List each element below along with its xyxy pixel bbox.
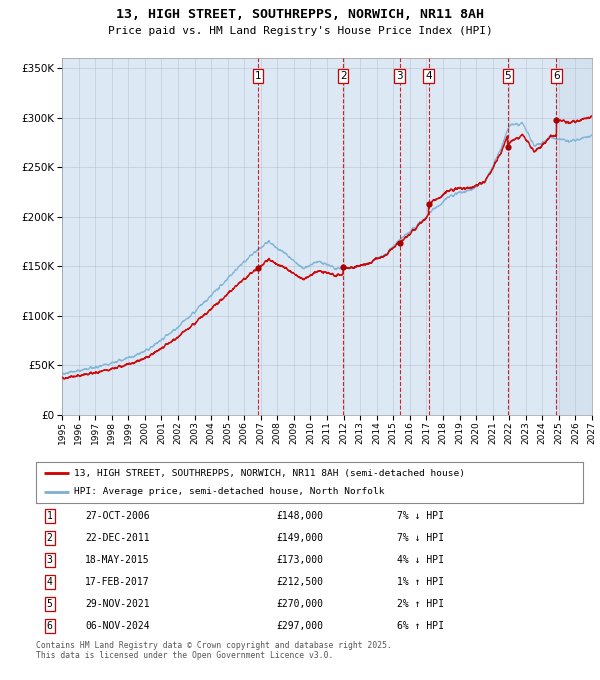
Text: £148,000: £148,000 [277, 511, 323, 521]
Text: 2: 2 [47, 533, 53, 543]
Text: 1% ↑ HPI: 1% ↑ HPI [397, 577, 444, 587]
Text: 1: 1 [47, 511, 53, 521]
Text: Contains HM Land Registry data © Crown copyright and database right 2025.
This d: Contains HM Land Registry data © Crown c… [36, 641, 392, 660]
Text: 06-NOV-2024: 06-NOV-2024 [85, 621, 150, 631]
Text: HPI: Average price, semi-detached house, North Norfolk: HPI: Average price, semi-detached house,… [74, 488, 385, 496]
Text: 7% ↓ HPI: 7% ↓ HPI [397, 533, 444, 543]
Text: £212,500: £212,500 [277, 577, 323, 587]
Text: 1: 1 [254, 71, 261, 81]
Text: 6: 6 [47, 621, 53, 631]
Text: 27-OCT-2006: 27-OCT-2006 [85, 511, 150, 521]
Text: 4: 4 [47, 577, 53, 587]
Text: 5: 5 [505, 71, 511, 81]
Text: 13, HIGH STREET, SOUTHREPPS, NORWICH, NR11 8AH: 13, HIGH STREET, SOUTHREPPS, NORWICH, NR… [116, 8, 484, 21]
Text: £173,000: £173,000 [277, 555, 323, 565]
Text: 7% ↓ HPI: 7% ↓ HPI [397, 511, 444, 521]
Text: 5: 5 [47, 599, 53, 609]
Text: £270,000: £270,000 [277, 599, 323, 609]
Text: 3: 3 [47, 555, 53, 565]
Bar [556, 58, 592, 415]
Text: 6% ↑ HPI: 6% ↑ HPI [397, 621, 444, 631]
Text: 22-DEC-2011: 22-DEC-2011 [85, 533, 150, 543]
Text: 18-MAY-2015: 18-MAY-2015 [85, 555, 150, 565]
Text: 13, HIGH STREET, SOUTHREPPS, NORWICH, NR11 8AH (semi-detached house): 13, HIGH STREET, SOUTHREPPS, NORWICH, NR… [74, 469, 465, 477]
Text: 29-NOV-2021: 29-NOV-2021 [85, 599, 150, 609]
Text: 2% ↑ HPI: 2% ↑ HPI [397, 599, 444, 609]
Text: £149,000: £149,000 [277, 533, 323, 543]
Text: 4% ↓ HPI: 4% ↓ HPI [397, 555, 444, 565]
Text: Price paid vs. HM Land Registry's House Price Index (HPI): Price paid vs. HM Land Registry's House … [107, 26, 493, 36]
Text: £297,000: £297,000 [277, 621, 323, 631]
Text: 6: 6 [553, 71, 560, 81]
Text: 17-FEB-2017: 17-FEB-2017 [85, 577, 150, 587]
Text: 2: 2 [340, 71, 346, 81]
Text: 4: 4 [425, 71, 432, 81]
Text: 3: 3 [396, 71, 403, 81]
